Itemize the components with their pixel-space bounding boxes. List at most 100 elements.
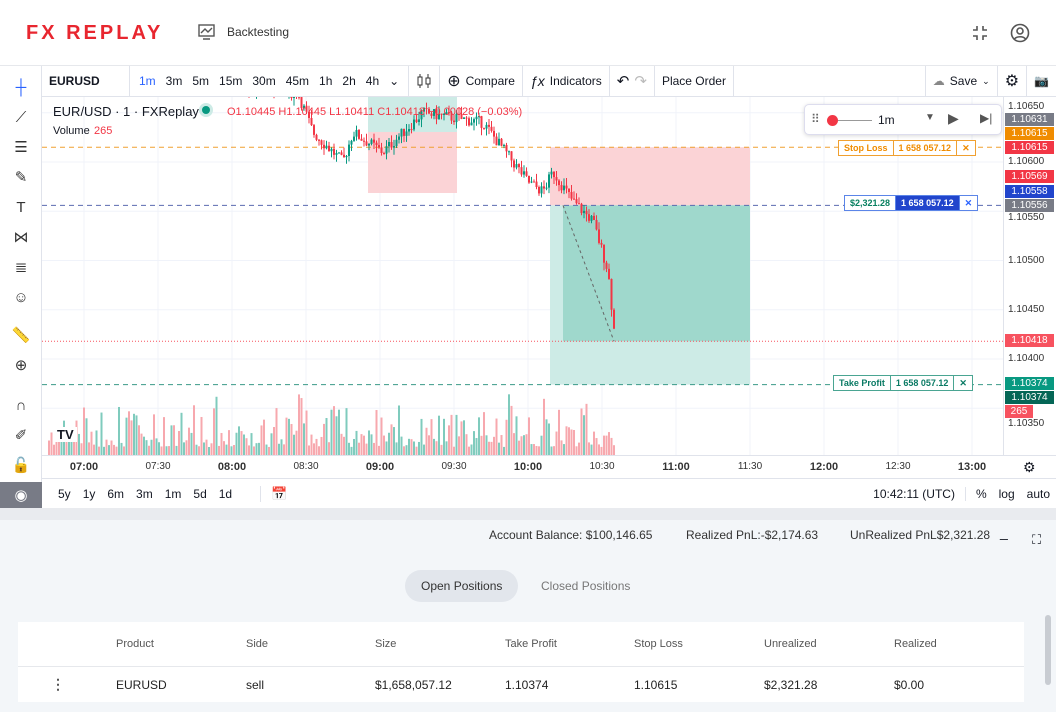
drag-handle-icon[interactable]: ⠿: [811, 112, 820, 126]
place-order-button[interactable]: Place Order: [655, 65, 734, 97]
compare-button[interactable]: ⊕ Compare: [440, 65, 523, 97]
chart-type-button[interactable]: [409, 65, 441, 97]
user-icon[interactable]: [1010, 23, 1030, 43]
minimize-icon[interactable]: _: [1000, 524, 1008, 540]
volume-bar: [488, 441, 490, 455]
range-1m[interactable]: 1m: [164, 486, 182, 501]
candle: [393, 146, 395, 148]
tab-closed-positions[interactable]: Closed Positions: [541, 579, 631, 593]
timeframe-5m[interactable]: 5m: [192, 74, 210, 88]
dropdown-icon[interactable]: ▼: [925, 112, 935, 123]
candle: [555, 177, 558, 181]
log-toggle[interactable]: log: [998, 486, 1015, 501]
range-6m[interactable]: 6m: [107, 486, 125, 501]
undo-icon[interactable]: ↶: [616, 73, 630, 90]
indicators-button[interactable]: ƒx Indicators: [523, 65, 610, 97]
close-icon[interactable]: ✕: [959, 378, 967, 388]
lock-icon[interactable]: 🔓: [11, 457, 31, 474]
volume-bar: [85, 418, 88, 455]
symbol-search[interactable]: EURUSD: [42, 65, 130, 97]
timeframe-45m[interactable]: 45m: [285, 74, 310, 88]
volume-bar: [305, 410, 308, 455]
timeframe-3m[interactable]: 3m: [165, 74, 183, 88]
volume-bar: [185, 440, 188, 455]
range-1d[interactable]: 1d: [218, 486, 233, 501]
timeframe-2h[interactable]: 2h: [342, 74, 356, 88]
price-axis[interactable]: 1.10650 1.10600 1.10550 1.10500 1.10450 1.104…: [1003, 97, 1056, 455]
auto-toggle[interactable]: auto: [1026, 486, 1050, 501]
trendline-icon[interactable]: ⟋: [15, 108, 27, 126]
volume-bar: [588, 442, 590, 455]
candle: [540, 186, 543, 194]
timeframe-30m[interactable]: 30m: [252, 74, 276, 88]
crosshair-icon[interactable]: ┼: [15, 78, 27, 96]
trade-path-line: [562, 205, 615, 342]
range-1y[interactable]: 1y: [82, 486, 96, 501]
row-menu-icon[interactable]: ⋮: [51, 676, 65, 692]
camera-icon[interactable]: 📷: [1034, 74, 1049, 88]
price-tag: 1.10556: [1005, 199, 1054, 212]
settings-icon[interactable]: ⚙: [998, 65, 1028, 97]
volume-bar: [53, 444, 55, 455]
tab-open-positions[interactable]: Open Positions: [405, 570, 519, 602]
backtesting-nav[interactable]: Backtesting: [198, 24, 289, 40]
volume-bar: [443, 418, 445, 455]
play-icon[interactable]: ▶: [948, 110, 959, 126]
timeframe-4h[interactable]: 4h: [365, 74, 380, 88]
range-3m[interactable]: 3m: [136, 486, 153, 501]
chevron-down-icon[interactable]: ⌄: [389, 74, 400, 88]
position-label[interactable]: $2,321.28 1 658 057.12 ✕: [844, 195, 979, 211]
close-icon[interactable]: ✕: [962, 143, 970, 153]
volume-value: 265: [94, 125, 113, 137]
take-profit-label[interactable]: Take Profit 1 658 057.12 ✕: [833, 375, 973, 391]
brush-icon[interactable]: ✎: [14, 169, 28, 186]
text-icon[interactable]: T: [16, 198, 26, 216]
range-5y[interactable]: 5y: [58, 486, 71, 501]
horizontal-lines-icon[interactable]: ☰: [14, 139, 28, 156]
timeframe-15m[interactable]: 15m: [219, 74, 243, 88]
magnet-icon[interactable]: ∩: [15, 396, 27, 414]
fullscreen-icon[interactable]: [972, 25, 988, 41]
visibility-icon[interactable]: ◉: [0, 482, 42, 508]
account-balance: Account Balance: $100,146.65: [489, 528, 653, 542]
speed-slider-handle[interactable]: [827, 115, 838, 126]
volume-bar: [233, 444, 235, 455]
candle: [518, 164, 520, 168]
goto-date-icon[interactable]: 📅: [260, 485, 287, 502]
price-chart[interactable]: [42, 97, 1003, 455]
ruler-icon[interactable]: 📏: [11, 327, 31, 344]
redo-icon[interactable]: ↷: [634, 73, 647, 90]
timeframe-1h[interactable]: 1h: [319, 74, 333, 88]
timeframe-1m[interactable]: 1m: [139, 74, 156, 88]
expand-icon[interactable]: ⛶: [1032, 532, 1042, 547]
speed-slider-track[interactable]: [838, 120, 872, 121]
clock: 10:42:11 (UTC): [863, 486, 966, 501]
volume-bar: [183, 442, 185, 455]
zoom-in-icon[interactable]: ⊕: [14, 357, 28, 374]
time-label: 08:00: [217, 461, 247, 473]
step-forward-icon[interactable]: ▶|: [980, 111, 993, 125]
candle: [325, 145, 328, 149]
candle: [453, 120, 455, 123]
volume-bar: [510, 405, 513, 455]
range-5d[interactable]: 5d: [193, 486, 207, 501]
lock-drawing-icon[interactable]: ✐: [14, 427, 28, 444]
volume-bar: [425, 427, 428, 455]
panel-resize-handle[interactable]: [0, 508, 1056, 520]
close-icon[interactable]: ✕: [964, 198, 973, 208]
percent-toggle[interactable]: %: [975, 486, 987, 501]
candle: [435, 109, 438, 120]
volume-bar: [445, 441, 448, 455]
fib-icon[interactable]: ≣: [14, 259, 28, 276]
candle: [320, 140, 323, 145]
stop-loss-label[interactable]: Stop Loss 1 658 057.12 ✕: [838, 140, 976, 156]
settings-icon[interactable]: ⚙: [1023, 459, 1036, 475]
emoji-icon[interactable]: ☺: [13, 288, 29, 306]
time-label: 09:30: [441, 461, 467, 472]
scrollbar[interactable]: [1045, 615, 1051, 685]
pattern-icon[interactable]: ⋈: [13, 229, 29, 246]
candle: [455, 113, 458, 123]
save-button[interactable]: ☁ Save ⌄: [924, 65, 998, 97]
chart-pane[interactable]: EUR/USD · 1 · FXReplay O1.10445 H1.10445…: [42, 97, 1003, 455]
time-axis[interactable]: ⚙ 07:00 07:30 08:00 08:30 09:00 09:30 10:00 10:…: [42, 455, 1056, 478]
